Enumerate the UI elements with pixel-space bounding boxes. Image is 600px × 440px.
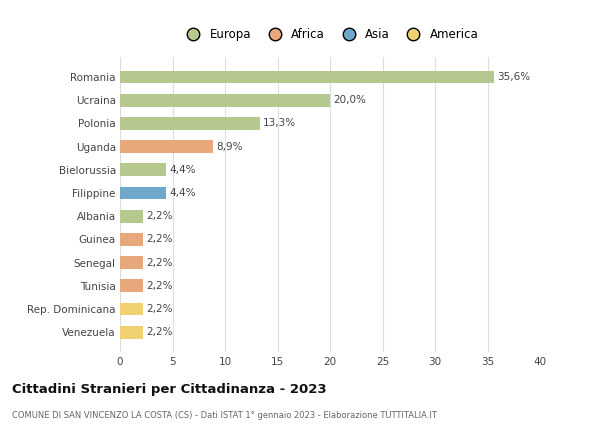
Text: 35,6%: 35,6% xyxy=(497,72,530,82)
Text: COMUNE DI SAN VINCENZO LA COSTA (CS) - Dati ISTAT 1° gennaio 2023 - Elaborazione: COMUNE DI SAN VINCENZO LA COSTA (CS) - D… xyxy=(12,411,437,420)
Text: 4,4%: 4,4% xyxy=(169,188,196,198)
Text: Cittadini Stranieri per Cittadinanza - 2023: Cittadini Stranieri per Cittadinanza - 2… xyxy=(12,383,326,396)
Text: 2,2%: 2,2% xyxy=(146,211,173,221)
Bar xyxy=(120,233,143,246)
Text: 2,2%: 2,2% xyxy=(146,281,173,291)
Text: 2,2%: 2,2% xyxy=(146,327,173,337)
Bar xyxy=(120,187,166,199)
Bar xyxy=(120,256,143,269)
Bar xyxy=(120,303,143,315)
Bar xyxy=(120,140,214,153)
Bar xyxy=(120,279,143,292)
Text: 13,3%: 13,3% xyxy=(263,118,296,128)
Text: 2,2%: 2,2% xyxy=(146,304,173,314)
Text: 8,9%: 8,9% xyxy=(217,142,243,152)
Text: 2,2%: 2,2% xyxy=(146,235,173,244)
Bar xyxy=(120,210,143,223)
Bar xyxy=(120,70,494,83)
Text: 4,4%: 4,4% xyxy=(169,165,196,175)
Bar xyxy=(120,163,166,176)
Legend: Europa, Africa, Asia, America: Europa, Africa, Asia, America xyxy=(181,28,479,41)
Text: 2,2%: 2,2% xyxy=(146,257,173,268)
Text: 20,0%: 20,0% xyxy=(333,95,366,105)
Bar xyxy=(120,326,143,339)
Bar xyxy=(120,94,330,106)
Bar xyxy=(120,117,260,130)
